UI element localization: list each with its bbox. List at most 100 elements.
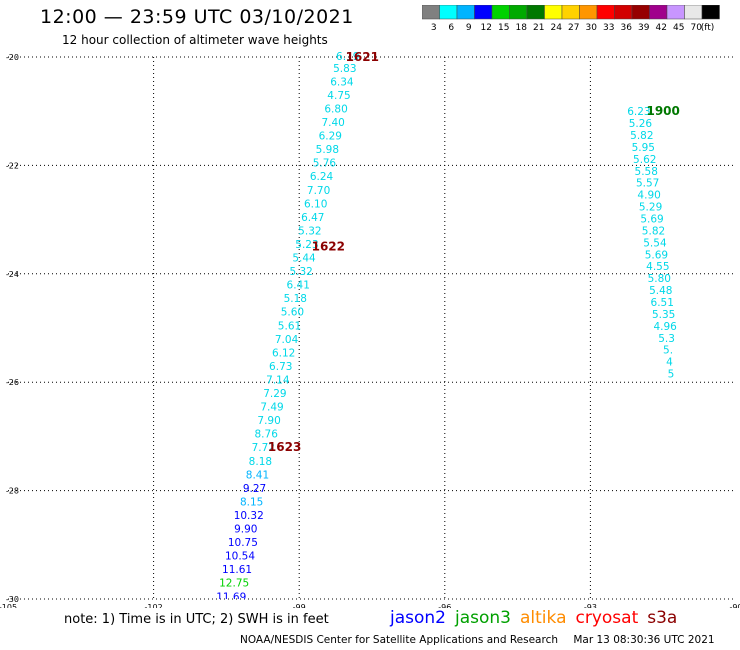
y-tick-label: -24 [6,270,19,279]
legend-entry-s3a: s3a [647,608,678,628]
wave-height-label: 5.48 [649,285,672,297]
wave-height-label: 5.76 [313,158,337,170]
wave-height-label: 8.41 [246,469,269,481]
wave-height-label: 6.23 [627,106,650,118]
legend-entry-altika: altika [520,608,567,628]
wave-height-label: 7.40 [321,117,344,129]
wave-height-label: 10.32 [234,510,264,522]
wave-height-label: 7.70 [307,185,330,197]
y-tick-label: -26 [6,378,19,387]
wave-height-label: 10.54 [225,551,255,563]
wave-height-label: 5.3 [658,333,675,345]
wave-height-label: 5.62 [633,154,656,166]
footnote: note: 1) Time is in UTC; 2) SWH is in fe… [64,612,329,627]
wave-height-label: 5.32 [289,266,312,278]
credit-agency: NOAA/NESDIS Center for Satellite Applica… [240,634,558,646]
color-scale-label: 33 [603,23,614,33]
x-tick-label: -99 [293,603,306,608]
wave-height-label: 5.32 [298,225,321,237]
time-label: 1621 [346,50,379,64]
legend-entry-jason3: jason3 [455,608,511,628]
wave-height-label: 5.18 [284,293,307,305]
wave-height-label: 11.61 [222,564,252,576]
wave-height-chart: -105 -102 -99 -96 -93 -90 -20 -22 -24 -26 -28 -30 6.… [0,50,740,608]
color-scale-label: 21 [533,23,544,33]
color-scale-label: 3 [431,23,437,33]
data-points-group: 6.195.836.34 4.756.80 7.40 6.295.98 5.766.24… [213,51,677,608]
color-scale-label: 42 [656,23,667,33]
wave-height-label: 6.41 [287,280,310,292]
color-scale-label: 6 [448,23,454,33]
wave-height-label: 5.95 [632,142,655,154]
wave-height-label: 5.29 [639,202,662,214]
wave-height-label: 11.69 [216,591,246,603]
page-subtitle: 12 hour collection of altimeter wave hei… [62,33,328,47]
color-scale-legend: 3 6 9 12 15 18 21 24 27 30 33 36 39 42 45 70(ft) [422,5,720,33]
wave-height-label: 6.19 [336,51,359,63]
wave-height-label: 5.69 [645,249,668,261]
wave-height-label: 4.96 [653,321,677,333]
time-label: 1900 [646,104,679,118]
wave-height-label: 6.10 [304,198,327,210]
wave-height-label: 6.24 [310,171,334,183]
wave-height-label: 6.12 [272,347,295,359]
wave-height-label: 4.55 [646,261,669,273]
legend-entry-cryosat: cryosat [575,608,639,628]
color-scale-label: 39 [638,23,650,33]
wave-height-label: 9.90 [234,524,257,536]
wave-height-label: 6.73 [269,361,292,373]
wave-height-label: 7.29 [263,388,286,400]
wave-height-label: 11.58 [213,605,243,608]
wave-height-label: 7.04 [275,334,299,346]
wave-height-label: 6.29 [319,131,342,143]
wave-height-label: 7.72 [252,442,275,454]
color-scale-label: 18 [516,23,528,33]
satellite-legend: jason2 jason3 altika cryosat s3a [390,608,686,628]
color-scale-label: 30 [586,23,598,33]
x-tick-label: -96 [438,603,451,608]
color-scale-label: 70 [691,23,703,33]
wave-height-label: 4 [666,357,673,369]
x-tick-label: -102 [145,603,163,608]
color-scale-unit: (ft) [701,23,715,33]
x-tick-label: -93 [584,603,597,608]
color-scale-label: 27 [568,23,579,33]
color-scale-label: 36 [621,23,633,33]
wave-height-label: 4.75 [327,90,350,102]
page-title: 12:00 — 23:59 UTC 03/10/2021 [40,6,354,28]
wave-height-label: 6.47 [301,212,324,224]
wave-height-label: 5.80 [648,273,671,285]
wave-height-label: 8.18 [249,456,272,468]
wave-height-label: 7.90 [257,415,280,427]
credit-timestamp: Mar 13 08:30:36 UTC 2021 [573,634,715,646]
wave-height-label: 7.49 [260,402,283,414]
wave-height-label: 6.51 [651,297,674,309]
wave-height-label: 5.82 [642,225,665,237]
color-scale-label: 24 [551,23,563,33]
wave-height-label: 5.61 [278,320,301,332]
x-tick-label: -105 [0,603,17,608]
wave-height-label: 6.80 [324,103,347,115]
wave-height-label: 6.34 [330,76,354,88]
wave-height-label: 9.27 [243,483,266,495]
wave-height-label: 5.69 [640,214,663,226]
y-tick-label: -20 [6,53,19,62]
wave-height-label: 8.15 [240,496,263,508]
wave-height-label: 5.82 [630,130,653,142]
wave-height-label: 5. [663,345,673,357]
wave-height-label: 5.83 [333,63,356,75]
wave-height-label: 5 [668,369,675,381]
wave-height-label: 5.54 [643,237,667,249]
y-tick-label: -30 [6,595,19,604]
y-tick-label: -22 [6,161,19,170]
wave-height-label: 10.75 [228,537,258,549]
color-scale-label: 45 [673,23,684,33]
wave-height-label: 4.90 [637,190,660,202]
wave-height-label: 5.23 [295,239,318,251]
wave-height-label: 5.35 [652,309,675,321]
time-label: 1623 [268,440,301,454]
wave-height-label: 5.60 [281,307,304,319]
x-tick-label: -90 [729,603,740,608]
wave-height-label: 5.98 [316,144,339,156]
wave-height-label: 12.75 [219,578,249,590]
